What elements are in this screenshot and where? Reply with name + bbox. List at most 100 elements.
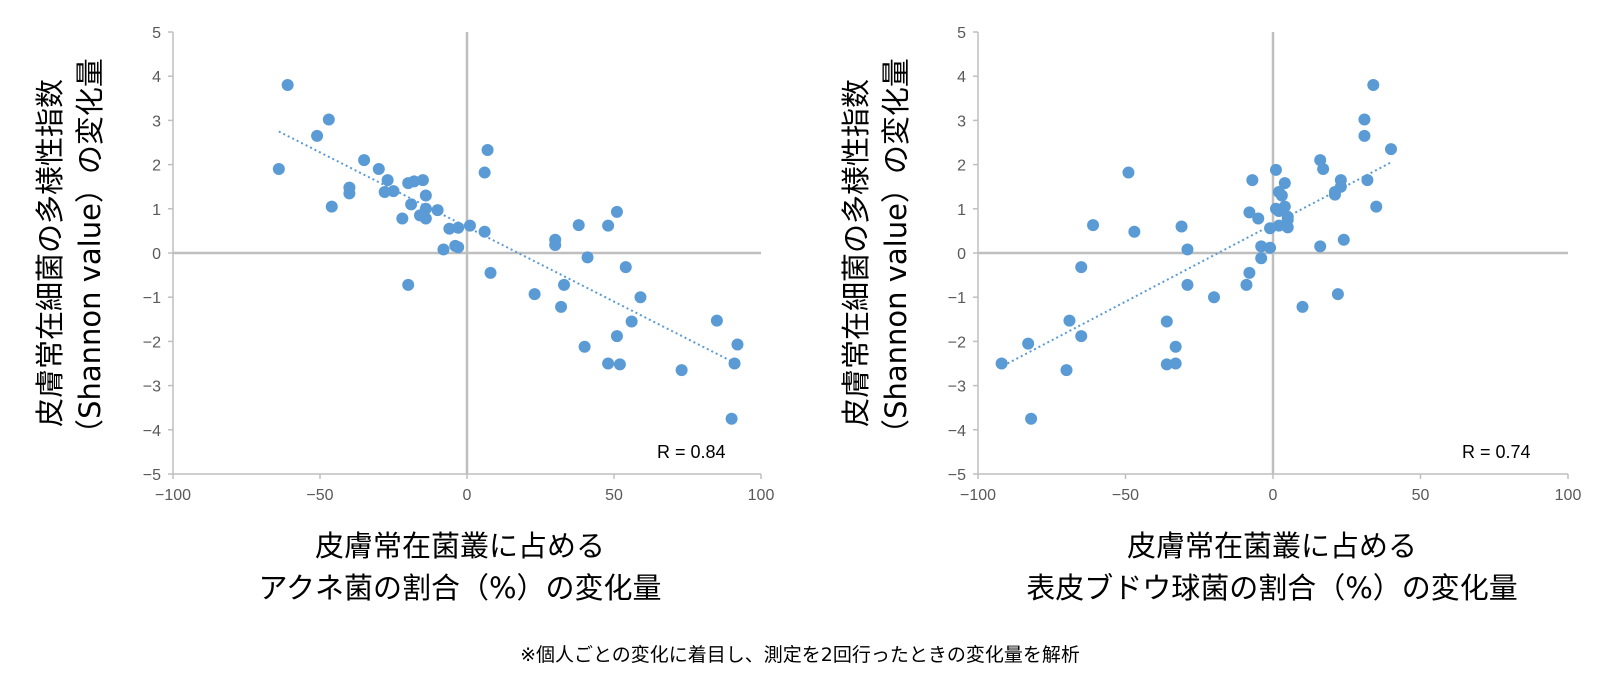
trend-line	[278, 130, 733, 363]
data-point	[728, 357, 741, 370]
data-point	[1385, 143, 1397, 156]
x-tick-label: −100	[155, 487, 191, 504]
y-tick-label: 4	[152, 69, 161, 86]
data-point	[1358, 129, 1371, 142]
x-tick-label: 50	[1412, 487, 1430, 504]
data-point	[528, 288, 541, 301]
data-point	[1240, 278, 1253, 291]
footnote: ※個人ごとの変化に着目し、測定を2回行ったときの変化量を解析	[520, 644, 1080, 666]
x-tick-label: 100	[1555, 487, 1582, 504]
data-point	[405, 198, 418, 211]
data-point	[484, 266, 497, 279]
data-point	[1181, 243, 1194, 256]
chart-epidermidis: 5 4 3 2 1 0 −1 −2 −3 −4 −5 −100 −50 0 50 100 R = 0.74 皮膚常…	[839, 25, 1581, 605]
data-point	[1075, 330, 1088, 343]
trend-line	[1007, 161, 1392, 365]
y-tick-label: −2	[143, 334, 161, 351]
data-point	[419, 202, 432, 215]
data-point	[452, 241, 465, 254]
data-point	[710, 314, 723, 327]
x-axis-label-line1: 皮膚常在菌叢に占める	[315, 529, 605, 563]
data-point	[1128, 225, 1141, 238]
data-point	[396, 212, 409, 225]
x-tick-label: −50	[306, 487, 333, 504]
chart-acnes: 5 4 3 2 1 0 −1 −2 −3 −4 −5 −100 −50 0 50 100 R = 0.84 皮膚常…	[33, 25, 774, 605]
x-axis-label-line2: アクネ菌の割合（%）の変化量	[258, 571, 661, 605]
data-point	[602, 219, 615, 232]
data-point	[610, 205, 623, 218]
data-point	[558, 278, 571, 291]
data-point	[613, 358, 626, 371]
y-tick-label: 0	[152, 246, 161, 263]
y-tick-label: −5	[948, 467, 966, 484]
data-point	[725, 412, 738, 425]
data-point	[578, 340, 591, 353]
data-point	[452, 221, 465, 234]
data-point	[402, 278, 415, 291]
data-point	[1246, 174, 1259, 187]
data-point	[419, 189, 432, 202]
data-point	[463, 219, 476, 232]
data-point	[1296, 300, 1309, 313]
y-tick-label: 0	[957, 246, 966, 263]
x-tick-label: −50	[1112, 487, 1139, 504]
data-point	[1169, 357, 1182, 370]
y-tick-label: −1	[143, 290, 161, 307]
correlation-label: R = 0.74	[1462, 442, 1531, 462]
y-tick-label: −2	[948, 334, 966, 351]
data-point	[1063, 314, 1076, 327]
data-point	[549, 239, 562, 252]
data-point	[1122, 166, 1135, 179]
data-point	[478, 166, 491, 179]
data-point	[1243, 266, 1256, 279]
data-point	[572, 219, 585, 232]
data-point	[1264, 241, 1277, 254]
data-point	[443, 222, 456, 235]
data-point	[372, 163, 385, 176]
data-point	[1328, 188, 1341, 201]
data-point	[416, 174, 429, 187]
data-point	[481, 144, 494, 157]
data-point	[1337, 233, 1350, 246]
data-point	[358, 154, 371, 167]
data-point	[1314, 240, 1327, 253]
x-axis-label-line2: 表皮ブドウ球菌の割合（%）の変化量	[1026, 571, 1518, 605]
y-tick-label: 1	[957, 202, 966, 219]
data-point	[1255, 240, 1268, 253]
data-point	[322, 113, 335, 126]
data-point	[1169, 340, 1182, 353]
correlation-label: R = 0.84	[657, 442, 726, 462]
data-point	[419, 212, 432, 225]
y-tick-label: −1	[948, 290, 966, 307]
y-tick-label: 1	[152, 202, 161, 219]
data-point	[431, 204, 444, 217]
data-point	[311, 129, 324, 142]
y-tick-label: −4	[143, 423, 161, 440]
data-point	[1160, 358, 1173, 371]
data-point	[1060, 364, 1073, 377]
x-axis-label-line1: 皮膚常在菌叢に占める	[1127, 529, 1417, 563]
y-tick-label: 3	[152, 113, 161, 130]
x-tick-label: 0	[1269, 487, 1278, 504]
y-axis-label-line2: （Shannon value）の変化量	[73, 58, 107, 448]
data-point	[281, 79, 294, 92]
y-axis-label-line2: （Shannon value）の変化量	[879, 58, 913, 448]
data-point	[1358, 113, 1371, 126]
data-point	[625, 315, 638, 328]
data-point	[1243, 206, 1256, 219]
data-point	[602, 357, 615, 370]
data-point	[1175, 220, 1188, 233]
data-point	[581, 251, 594, 264]
data-point	[634, 291, 647, 304]
data-point	[478, 225, 491, 238]
data-point	[1075, 261, 1088, 274]
data-point	[1278, 177, 1291, 190]
y-tick-label: 3	[957, 113, 966, 130]
y-tick-label: −3	[948, 379, 966, 396]
data-point	[343, 187, 356, 200]
data-point	[1160, 315, 1173, 328]
data-point	[1269, 163, 1282, 176]
data-point	[1208, 291, 1220, 304]
y-tick-label: −4	[948, 423, 966, 440]
